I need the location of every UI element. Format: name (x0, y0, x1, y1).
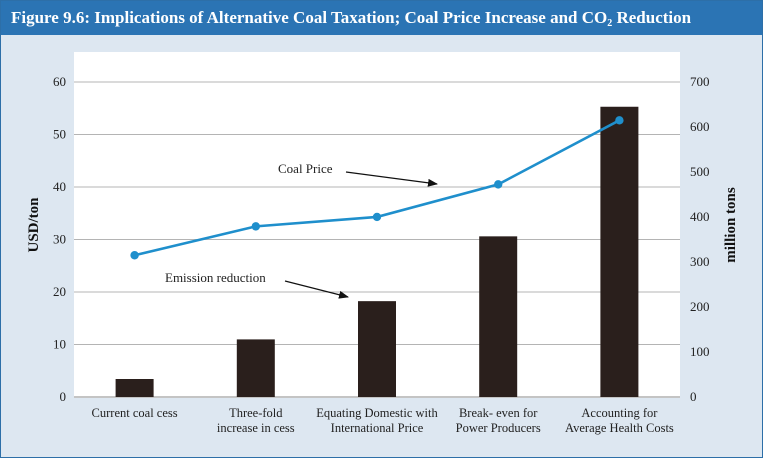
bar (358, 301, 396, 397)
emission-annotation: Emission reduction (165, 270, 266, 285)
category-label: Accounting for (581, 406, 658, 420)
chart-title-tail: Reduction (612, 8, 692, 27)
left-axis-title: USD/ton (26, 197, 42, 253)
chart-title-main: Figure 9.6: Implications of Alternative … (11, 8, 608, 27)
line-point (130, 251, 139, 260)
right-tick-label: 600 (690, 119, 710, 134)
category-label: increase in cess (217, 421, 295, 435)
category-label: Current coal cess (92, 406, 178, 420)
right-tick-label: 100 (690, 344, 710, 359)
line-point (251, 222, 260, 231)
line-point (494, 180, 503, 189)
right-axis-ticks: 0 100 200 300 400 500 600 700 (690, 74, 710, 404)
bar (115, 379, 154, 397)
right-tick-label: 200 (690, 299, 710, 314)
title-bar: Figure 9.6: Implications of Alternative … (1, 1, 762, 35)
category-label: Equating Domestic with (316, 406, 438, 420)
emission-arrow (284, 280, 349, 299)
right-tick-label: 400 (690, 209, 710, 224)
line-series (130, 116, 624, 260)
line-point (372, 212, 382, 222)
right-tick-label: 700 (690, 74, 710, 89)
bar-series (115, 106, 639, 397)
bar (236, 339, 275, 397)
line-point (615, 116, 624, 125)
category-label: Three-fold (229, 406, 283, 420)
right-tick-label: 300 (690, 254, 710, 269)
chart-title: Figure 9.6: Implications of Alternative … (11, 8, 691, 29)
right-axis-title: million tons (723, 187, 739, 263)
right-tick-label: 500 (690, 164, 710, 179)
left-tick-label: 10 (53, 337, 66, 352)
chart-title-subscript: 2 (607, 18, 613, 29)
coal-price-arrow (345, 171, 438, 187)
bar (600, 106, 639, 397)
bar (479, 236, 518, 397)
left-tick-label: 40 (53, 179, 66, 194)
left-tick-label: 30 (53, 232, 66, 247)
category-label: Break- even for (459, 406, 538, 420)
left-tick-label: 0 (60, 389, 67, 404)
left-tick-label: 20 (53, 284, 66, 299)
left-tick-label: 60 (53, 74, 66, 89)
category-label: Average Health Costs (565, 421, 674, 435)
coal-price-annotation: Coal Price (278, 161, 333, 176)
category-label: Power Producers (456, 421, 541, 435)
left-axis-ticks: 0 10 20 30 40 50 60 (53, 74, 66, 404)
right-tick-label: 0 (690, 389, 697, 404)
category-label: International Price (331, 421, 424, 435)
left-tick-label: 50 (53, 127, 66, 142)
